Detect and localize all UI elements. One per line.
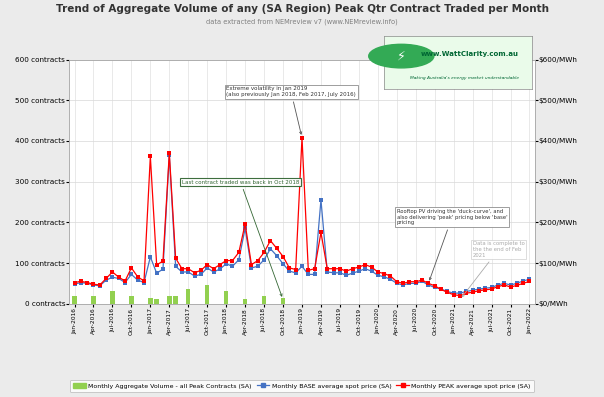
Bar (110, 291, 115, 304)
Bar (205, 285, 210, 304)
Bar (186, 289, 190, 304)
Bar (262, 295, 266, 304)
Bar (72, 295, 77, 304)
Bar (224, 291, 228, 304)
Bar (129, 295, 133, 304)
Text: www.WattClarity.com.au: www.WattClarity.com.au (420, 52, 518, 58)
Text: data extracted from NEMreview v7 (www.NEMreview.info): data extracted from NEMreview v7 (www.NE… (206, 19, 398, 25)
Bar (281, 298, 285, 304)
Text: Extreme volatility in Jan 2019
(also previously Jan 2018, Feb 2017, July 2016): Extreme volatility in Jan 2019 (also pre… (226, 87, 356, 134)
Text: Data is complete to
the the end of Feb
2021: Data is complete to the the end of Feb 2… (462, 241, 524, 297)
Text: Making Australia's energy market understandable: Making Australia's energy market underst… (410, 75, 519, 79)
Legend: Monthly Aggregate Volume - all Peak Contracts (SA), Monthly BASE average spot pr: Monthly Aggregate Volume - all Peak Cont… (70, 380, 534, 392)
Bar (148, 298, 153, 304)
Bar (91, 295, 95, 304)
Circle shape (368, 44, 434, 68)
Text: Rooftop PV driving the 'duck-curve', and
also delivering 'peak' pricing below 'b: Rooftop PV driving the 'duck-curve', and… (397, 209, 507, 280)
Bar (173, 297, 178, 304)
Text: Last contract traded was back in Oct 2018: Last contract traded was back in Oct 201… (182, 180, 300, 296)
Text: Trend of Aggregate Volume of any (SA Region) Peak Qtr Contract Traded per Month: Trend of Aggregate Volume of any (SA Reg… (56, 4, 548, 14)
Bar (167, 297, 172, 304)
Bar (155, 299, 159, 304)
Text: ⚡: ⚡ (397, 50, 406, 63)
Bar (243, 299, 248, 304)
